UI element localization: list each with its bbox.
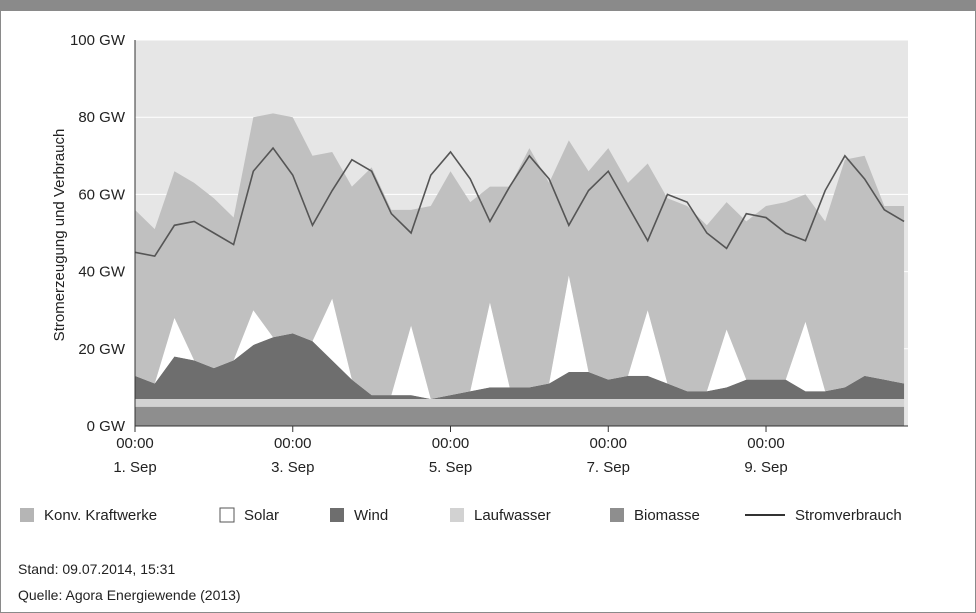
y-tick-label: 20 GW (78, 341, 126, 358)
y-tick-label: 100 GW (70, 32, 126, 49)
footer-stand: Stand: 09.07.2014, 15:31 (18, 561, 176, 577)
legend-swatch-laufwasser (450, 508, 464, 522)
legend-swatch-konv-kraftwerke (20, 508, 34, 522)
legend-label-laufwasser: Laufwasser (474, 507, 551, 524)
legend-label-wind: Wind (354, 507, 388, 524)
legend-swatch-biomasse (610, 508, 624, 522)
legend-label-solar: Solar (244, 507, 279, 524)
area-konv-kraftwerke (135, 113, 905, 399)
y-tick-label: 40 GW (78, 264, 126, 281)
x-tick-label-date: 7. Sep (587, 459, 630, 476)
area-laufwasser (135, 398, 905, 407)
line-stromverbrauch (134, 146, 905, 258)
x-tick-label-date: 9. Sep (744, 459, 787, 476)
x-tick-label-date: 3. Sep (271, 459, 314, 476)
y-tick-label: 60 GW (78, 186, 126, 203)
legend-label-biomasse: Biomasse (634, 507, 700, 524)
legend-swatch-solar (219, 507, 235, 523)
x-tick-label-time: 00:00 (274, 435, 312, 452)
top-bar (0, 0, 976, 11)
area-wind (135, 333, 905, 399)
x-tick-label-date: 5. Sep (429, 459, 472, 476)
area-biomasse (135, 406, 905, 426)
footer-quelle: Quelle: Agora Energiewende (2013) (18, 587, 241, 603)
x-tick-label-time: 00:00 (432, 435, 470, 452)
y-axis-label: Stromerzeugung und Verbrauch (51, 129, 68, 342)
y-tick-label: 0 GW (87, 418, 126, 435)
x-tick-label-time: 00:00 (747, 435, 785, 452)
legend-label-stromverbrauch: Stromverbrauch (795, 507, 902, 524)
legend-swatch-wind (330, 508, 344, 522)
x-tick-label-time: 00:00 (116, 435, 154, 452)
x-tick-label-date: 1. Sep (113, 459, 156, 476)
legend-label-konv-kraftwerke: Konv. Kraftwerke (44, 507, 157, 524)
y-tick-label: 80 GW (78, 109, 126, 126)
x-tick-label-time: 00:00 (589, 435, 627, 452)
